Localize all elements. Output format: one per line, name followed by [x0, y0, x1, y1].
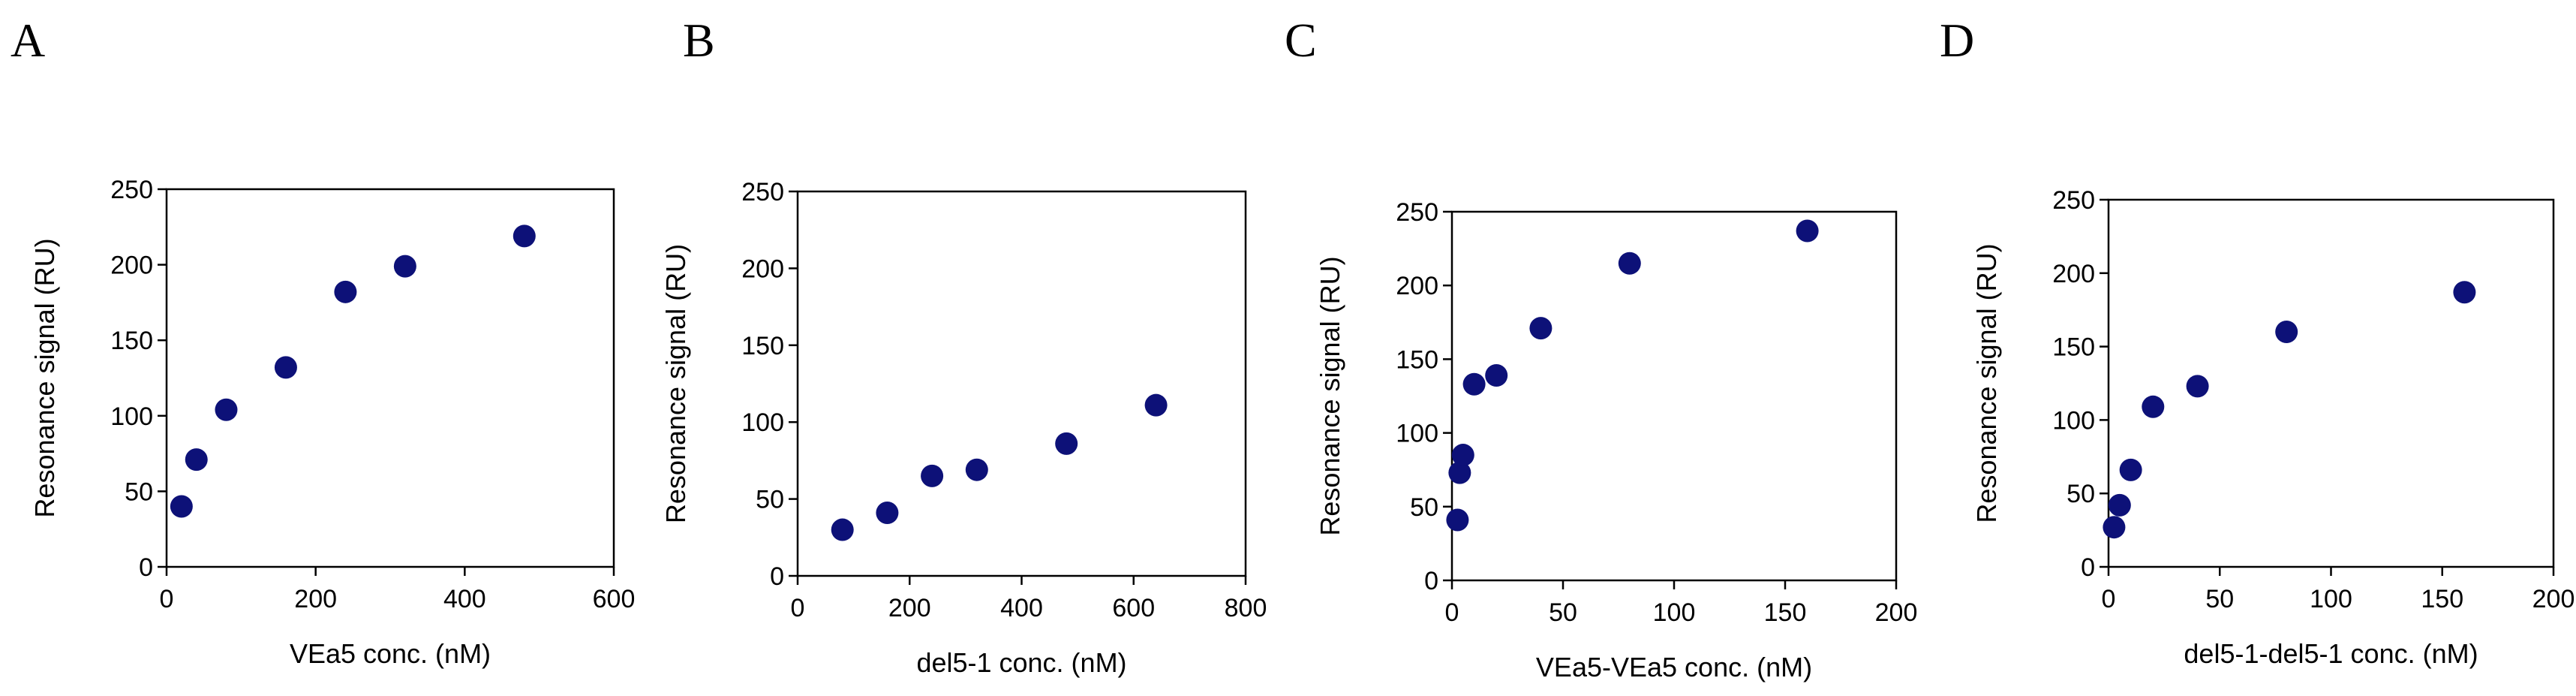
data-point [1796, 219, 1819, 243]
data-point [1618, 252, 1641, 275]
panel-letter: A [11, 14, 45, 67]
x-tick-label: 200 [1875, 598, 1918, 627]
data-point [1485, 364, 1508, 387]
plot-frame [2107, 198, 2555, 568]
y-tick-label: 100 [1396, 420, 1438, 448]
data-point [1448, 461, 1471, 484]
x-tick-label: 50 [1549, 598, 1577, 627]
panel-a: A 0 50 100 150 200 250 0 200 400 600 VEa5 conc. (nM… [11, 14, 635, 669]
x-tick-label: 400 [443, 585, 486, 613]
y-tick-label: 250 [2052, 186, 2095, 215]
data-point [2453, 281, 2476, 304]
data-point [2103, 516, 2126, 539]
y-tick-label: 0 [139, 553, 153, 582]
x-axis-label: del5-1-del5-1 conc. (nM) [2184, 638, 2478, 669]
y-tick-label: 0 [1424, 567, 1438, 595]
plot-frame [165, 188, 615, 568]
x-tick-label: 0 [791, 594, 805, 622]
x-tick-label: 200 [888, 594, 931, 622]
data-point [2186, 375, 2209, 398]
y-axis-label: Resonance signal (RU) [1971, 243, 2002, 523]
x-tick-label: 200 [294, 585, 337, 613]
data-point [1446, 508, 1469, 532]
x-tick-label: 50 [2205, 585, 2234, 613]
x-tick-label: 100 [2310, 585, 2352, 613]
y-tick-label: 100 [2052, 406, 2095, 435]
panel-letter: C [1285, 14, 1317, 67]
x-axis-label: VEa5 conc. (nM) [290, 638, 491, 669]
x-tick-label: 600 [593, 585, 636, 613]
panel-c: C 0 50 100 150 200 250 0 50 100 150 200 VEa5-VEa5 co… [1285, 14, 1917, 682]
data-point [1055, 432, 1078, 455]
x-tick-label: 100 [1653, 598, 1696, 627]
panel-b: B 0 50 100 150 200 250 0 200 400 600 800 del5-1 conc… [660, 14, 1267, 678]
data-point [1144, 393, 1168, 417]
x-axis-label: del5-1 conc. (nM) [916, 647, 1126, 678]
y-tick-label: 250 [741, 178, 784, 206]
data-point [2108, 493, 2131, 517]
data-point [1462, 372, 1486, 396]
y-tick-label: 250 [110, 176, 153, 204]
y-tick-label: 150 [741, 332, 784, 360]
y-tick-label: 200 [2052, 260, 2095, 288]
y-tick-label: 150 [110, 327, 153, 355]
plot-frame [1450, 210, 1898, 582]
panel-letter: B [683, 14, 715, 67]
x-tick-label: 0 [2102, 585, 2116, 613]
x-tick-label: 0 [1445, 598, 1459, 627]
y-tick-label: 50 [756, 486, 784, 514]
data-point [185, 448, 208, 472]
y-axis-label: Resonance signal (RU) [1315, 256, 1345, 535]
y-tick-label: 200 [741, 255, 784, 283]
data-point [512, 224, 536, 248]
data-point [215, 398, 238, 421]
x-tick-label: 0 [160, 585, 174, 613]
y-tick-label: 150 [2052, 333, 2095, 362]
data-point [1451, 444, 1474, 467]
y-axis-label: Resonance signal (RU) [660, 244, 691, 523]
data-point [876, 502, 899, 525]
data-point [921, 464, 944, 487]
x-tick-label: 400 [1000, 594, 1043, 622]
x-tick-label: 200 [2532, 585, 2575, 613]
x-axis-label: VEa5-VEa5 conc. (nM) [1536, 652, 1812, 682]
y-tick-label: 100 [110, 402, 153, 431]
y-axis-label: Resonance signal (RU) [29, 238, 60, 517]
x-tick-label: 150 [2421, 585, 2463, 613]
y-tick-label: 150 [1396, 345, 1438, 374]
data-point [274, 356, 297, 379]
y-tick-label: 200 [110, 252, 153, 280]
x-tick-label: 800 [1225, 594, 1267, 622]
x-tick-label: 150 [1764, 598, 1807, 627]
data-point [2275, 321, 2298, 344]
data-point [2119, 458, 2142, 481]
data-point [965, 458, 988, 481]
data-point [393, 255, 416, 278]
plot-frame [796, 190, 1247, 577]
x-tick-label: 600 [1112, 594, 1155, 622]
data-point [1529, 317, 1553, 340]
data-point [2142, 395, 2165, 418]
y-tick-label: 200 [1396, 272, 1438, 300]
panel-letter: D [1940, 14, 1974, 67]
y-tick-label: 0 [770, 562, 784, 591]
data-point [170, 495, 193, 518]
y-tick-label: 0 [2081, 553, 2095, 582]
y-tick-label: 250 [1396, 198, 1438, 227]
data-point [831, 518, 854, 541]
y-tick-label: 50 [2067, 480, 2095, 508]
data-point [334, 280, 357, 303]
y-tick-label: 100 [741, 408, 784, 437]
panel-d: D 0 50 100 150 200 250 0 50 100 150 200 del5-1-del5-… [1940, 14, 2574, 669]
y-tick-label: 50 [1410, 493, 1438, 522]
y-tick-label: 50 [125, 478, 153, 506]
